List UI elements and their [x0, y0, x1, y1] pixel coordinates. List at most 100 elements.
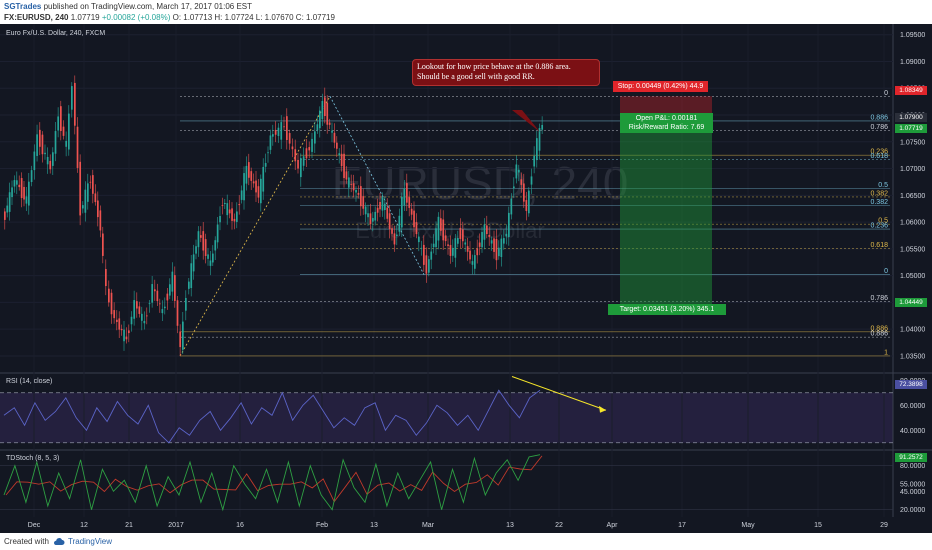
- last-price: 1.07719: [70, 13, 100, 22]
- candle-body: [52, 152, 54, 166]
- candle-body: [108, 288, 110, 303]
- candle-body: [379, 201, 381, 210]
- fib-level-label: 0.886: [870, 331, 888, 338]
- author-name[interactable]: SGTrades: [4, 2, 42, 11]
- candle-body: [326, 102, 329, 125]
- candle-body: [457, 238, 459, 244]
- candle-body: [533, 155, 536, 167]
- x-tick-label: Dec: [28, 522, 41, 529]
- candle-body: [116, 319, 118, 322]
- candle-body: [321, 101, 324, 120]
- candle-body: [469, 250, 471, 260]
- candle-body: [277, 127, 280, 137]
- candle-body: [79, 161, 82, 216]
- candle-body: [314, 131, 316, 144]
- fib-level-label: 0: [884, 90, 888, 97]
- stoch-tick-label: 80.0000: [900, 463, 925, 470]
- candle-body: [391, 228, 393, 234]
- candle-body: [30, 170, 33, 183]
- stoch-main-line: [3, 454, 541, 512]
- candle-body: [305, 148, 308, 159]
- candle-body: [442, 219, 445, 241]
- candle-body: [440, 218, 442, 231]
- candle-body: [406, 183, 408, 203]
- candle-body: [148, 303, 151, 305]
- candle-body: [118, 318, 121, 330]
- x-tick-label: Feb: [316, 522, 328, 529]
- candle-body: [528, 190, 530, 214]
- candle-body: [336, 142, 338, 149]
- candle-body: [520, 179, 523, 185]
- candle-body: [308, 147, 311, 151]
- x-tick-label: Mar: [422, 522, 435, 529]
- candle-body: [462, 229, 464, 242]
- candle-body: [188, 281, 190, 289]
- candle-body: [374, 211, 377, 221]
- footer-bar: Created with TradingView: [0, 533, 932, 550]
- candle-body: [252, 181, 255, 184]
- candle-body: [36, 134, 38, 156]
- stoch-pane: [0, 451, 893, 517]
- candle-body: [508, 212, 510, 237]
- x-tick-label: Apr: [607, 522, 619, 529]
- candle-body: [486, 225, 488, 235]
- candle-body: [207, 254, 209, 259]
- y-tick-label: 1.06500: [900, 193, 925, 200]
- candle-body: [176, 300, 179, 326]
- candle-body: [68, 113, 70, 150]
- fib-level-label: 0: [884, 268, 888, 275]
- price-tag-high: 1.07900: [895, 113, 927, 122]
- candle-body: [151, 284, 154, 303]
- candle-body: [204, 239, 207, 257]
- candle-body: [195, 246, 197, 254]
- price-tag-last: 1.07719: [895, 124, 927, 133]
- candle-body: [257, 186, 260, 198]
- candle-body: [154, 289, 156, 292]
- candle-body: [174, 275, 176, 301]
- candle-body: [369, 213, 372, 225]
- candle-body: [398, 215, 401, 232]
- candle-body: [272, 134, 274, 137]
- candle-body: [393, 233, 396, 245]
- candle-body: [444, 235, 447, 242]
- stoch-signal-line: [5, 455, 543, 503]
- rsi-band-fill: [0, 392, 893, 443]
- candle-body: [333, 132, 336, 143]
- candle-body: [319, 110, 321, 129]
- x-tick-label: 21: [125, 522, 133, 529]
- ohlc-values: O: 1.07713 H: 1.07724 L: 1.07670 C: 1.07…: [172, 13, 335, 22]
- fib-level-label: 0.5: [878, 182, 888, 189]
- candle-body: [481, 232, 483, 248]
- candle-body: [476, 248, 479, 256]
- candle-body: [123, 329, 125, 342]
- candle-body: [146, 315, 148, 317]
- candle-body: [530, 176, 533, 185]
- candle-body: [466, 246, 469, 252]
- callout-pointer: [512, 110, 540, 132]
- candle-body: [425, 255, 428, 274]
- candle-body: [113, 310, 116, 319]
- x-tick-label: 29: [880, 522, 888, 529]
- candle-body: [536, 138, 538, 161]
- rsi-divergence-arrow: [511, 376, 607, 411]
- candle-body: [92, 175, 94, 194]
- x-tick-label: 12: [80, 522, 88, 529]
- y-tick-label: 1.05500: [900, 246, 925, 253]
- candle-body: [388, 213, 391, 230]
- candle-body: [216, 224, 219, 243]
- candle-body: [87, 183, 89, 202]
- candle-body: [418, 236, 420, 243]
- y-tick-label: 1.06000: [900, 220, 925, 227]
- candle-body: [41, 134, 44, 155]
- candle-body: [219, 215, 221, 223]
- stoch-tick-label: 45.0000: [900, 489, 925, 496]
- candle-body: [348, 177, 350, 188]
- candle-body: [192, 254, 195, 272]
- tradingview-link[interactable]: TradingView: [68, 537, 113, 546]
- candle-body: [57, 116, 60, 131]
- stoch-value-tag: 91.2572: [895, 453, 927, 462]
- candle-body: [364, 206, 367, 215]
- candle-body: [238, 204, 241, 206]
- fib-level-label: 0.236: [870, 223, 888, 230]
